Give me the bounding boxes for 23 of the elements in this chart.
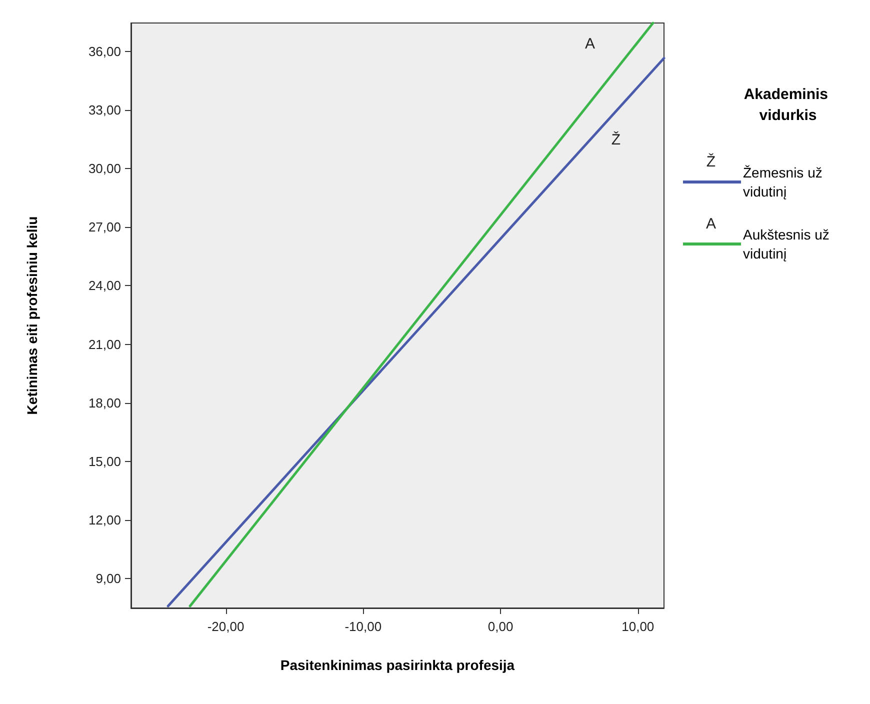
text: A (706, 216, 716, 232)
annotation: A (585, 36, 596, 52)
y-tick-label: 21,00 (88, 336, 121, 352)
y-tick-label: 9,00 (96, 571, 121, 586)
annotation: Ž (611, 130, 621, 149)
y-tick-label: 30,00 (88, 161, 121, 176)
x-tick-label: 0,00 (488, 619, 514, 634)
text: Ž (706, 154, 716, 170)
y-tick-label: 24,00 (88, 278, 121, 294)
x-axis-title: Pasitenkinimas pasirinkta profesija (280, 657, 515, 673)
y-tick-label: 15,00 (88, 454, 121, 470)
y-tick-label: 33,00 (88, 102, 121, 118)
x-tick-label: -10,00 (344, 619, 382, 634)
legend-label: Žemesnis už vidutinį (743, 164, 826, 200)
y-tick-label: 36,00 (88, 44, 121, 59)
x-tick-label: -20,00 (207, 619, 244, 634)
y-tick-label: 18,00 (88, 395, 121, 410)
y-tick-label: 12,00 (88, 512, 121, 528)
x-tick-label: 10,00 (622, 619, 654, 634)
legend-label: Aukštesnis už vidutinį (743, 226, 834, 262)
legend-title: Akademinis vidurkis (744, 86, 832, 124)
y-axis-title: Ketinimas eiti profesiniu keliu (24, 216, 40, 415)
y-tick-label: 27,00 (88, 220, 121, 235)
